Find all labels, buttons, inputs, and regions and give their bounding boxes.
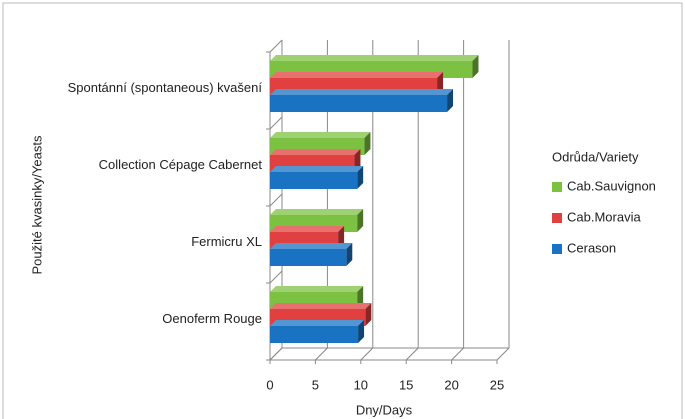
x-tick-label: 5 [312, 377, 319, 392]
y-tick-text: Oenoferm Rouge [162, 311, 262, 326]
legend-swatch [552, 182, 562, 192]
bar [270, 249, 347, 266]
legend-label: Cerason [567, 240, 616, 255]
bar-top [270, 320, 365, 326]
bar [270, 172, 358, 189]
grid-floor [269, 347, 283, 361]
y-tick-text: Fermicru XL [191, 234, 262, 249]
bar-top [270, 226, 345, 232]
wall-edge [269, 270, 283, 284]
legend-swatch [552, 244, 562, 254]
bar-top [270, 55, 479, 61]
wall-edge [269, 116, 283, 130]
x-tick-label: 10 [354, 377, 368, 392]
grid-floor [360, 347, 374, 361]
bar-side [472, 55, 479, 78]
bar-top [270, 166, 364, 172]
legend-swatch [552, 213, 562, 223]
legend-label: Cab.Sauvignon [567, 178, 656, 193]
bar [270, 95, 448, 112]
bar-top [270, 89, 454, 95]
legend-label: Cab.Moravia [567, 209, 641, 224]
bar-top [270, 132, 371, 138]
y-tick-text: Collection Cépage Cabernet [98, 157, 262, 172]
bar-side [357, 166, 364, 189]
bar [270, 326, 359, 343]
bar-top [270, 243, 353, 249]
bar-side [365, 303, 372, 326]
x-axis-label: Dny/Days [356, 402, 413, 417]
y-tick-label: Spontánní (spontaneous) kvašení [68, 68, 262, 108]
bar-top [270, 149, 361, 155]
bar-side [358, 320, 365, 343]
bar-top [270, 303, 372, 309]
bar-side [346, 243, 353, 266]
bar-top [270, 286, 364, 292]
grid-floor [405, 347, 419, 361]
x-tick-label: 15 [399, 377, 413, 392]
bar-side [447, 89, 454, 112]
y-tick-text: Spontánní (spontaneous) kvašení [67, 80, 262, 95]
legend-title: Odrůda/Variety [552, 149, 639, 164]
y-tick-label: Collection Cépage Cabernet [99, 145, 262, 185]
wall-edge [269, 193, 283, 207]
y-axis-label: Použité kvasinky/Yeasts [29, 135, 44, 274]
bar-top [270, 72, 444, 78]
y-tick-label: Oenoferm Rouge [162, 299, 262, 339]
wall-edge [269, 39, 283, 53]
bar-top [270, 209, 364, 215]
bar-side [357, 209, 364, 232]
grid-floor [496, 347, 510, 361]
grid-floor [451, 347, 464, 361]
x-tick-label: 25 [490, 377, 504, 392]
grid-floor [315, 347, 328, 361]
y-tick-label: Fermicru XL [191, 222, 262, 262]
x-tick-label: 0 [266, 377, 273, 392]
bar-side [364, 132, 371, 155]
x-tick-label: 20 [444, 377, 458, 392]
